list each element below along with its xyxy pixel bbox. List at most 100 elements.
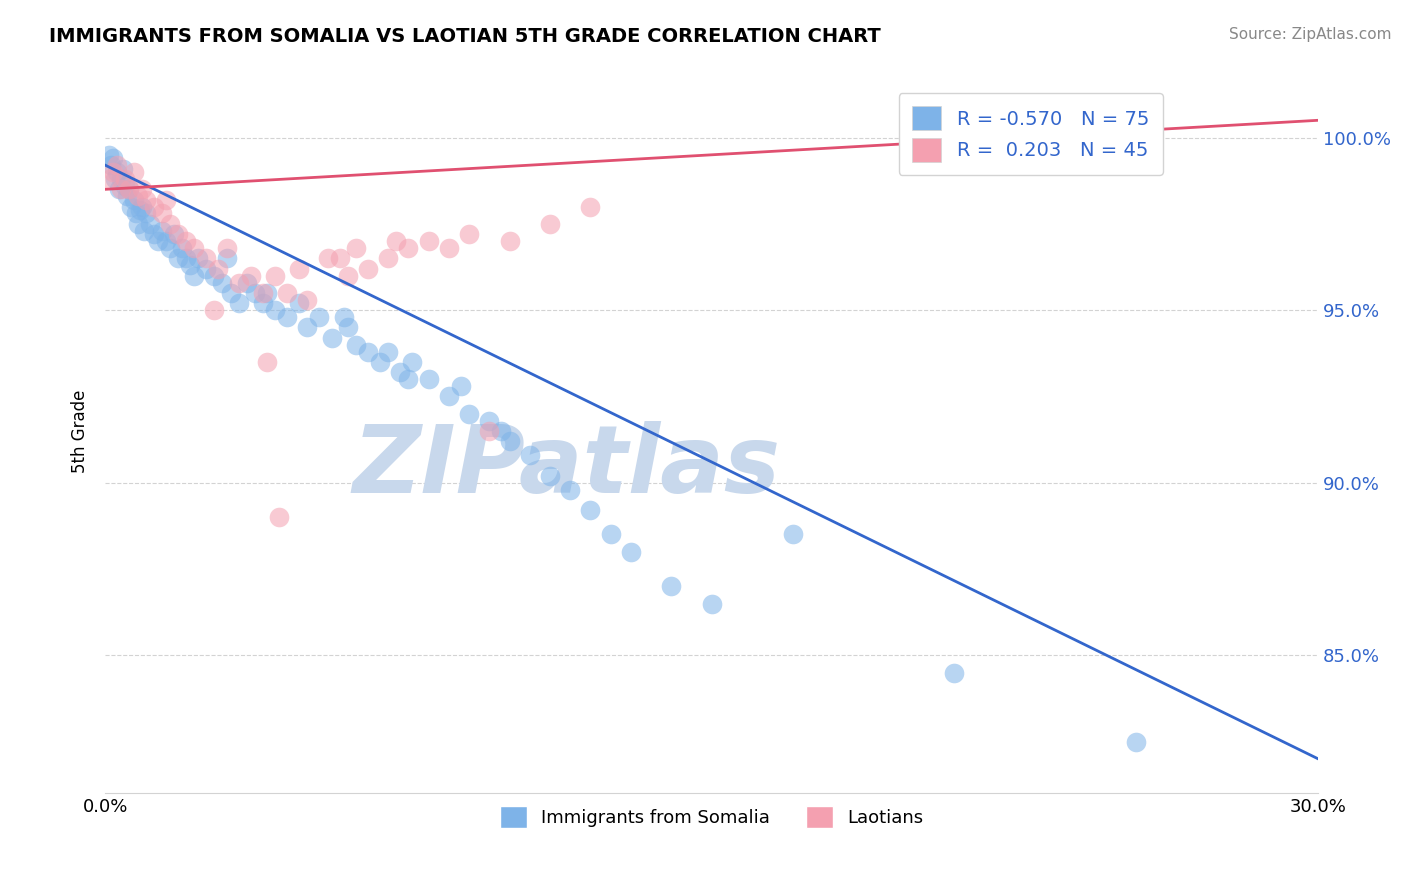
Point (98, 172, 121, 186)
Point (228, 276, 250, 290)
Point (118, 182, 141, 196)
Point (458, 227, 481, 242)
Point (538, 468, 561, 483)
Point (117, 189, 139, 203)
Point (127, 217, 149, 231)
Point (264, 303, 287, 318)
Point (159, 241, 181, 255)
Point (155, 193, 177, 207)
Text: Source: ZipAtlas.com: Source: ZipAtlas.com (1229, 27, 1392, 42)
Point (321, 331, 343, 345)
Point (108, 182, 131, 196)
Point (114, 172, 136, 186)
Point (170, 241, 193, 255)
Point (131, 182, 153, 196)
Point (135, 206, 157, 220)
Point (478, 414, 501, 428)
Point (377, 344, 399, 359)
Point (288, 261, 311, 276)
Text: ZIPatlas: ZIPatlas (352, 421, 780, 513)
Point (943, 665, 966, 680)
Point (202, 268, 225, 283)
Point (458, 407, 481, 421)
Point (252, 285, 274, 300)
Point (437, 389, 460, 403)
Point (167, 227, 190, 242)
Point (167, 252, 190, 266)
Point (228, 296, 250, 310)
Point (782, 527, 804, 541)
Point (267, 510, 290, 524)
Point (159, 217, 181, 231)
Point (252, 296, 274, 310)
Point (437, 241, 460, 255)
Point (329, 252, 352, 266)
Point (211, 276, 233, 290)
Point (195, 261, 218, 276)
Point (202, 303, 225, 318)
Point (121, 200, 143, 214)
Point (344, 337, 367, 351)
Point (195, 252, 218, 266)
Point (377, 252, 399, 266)
Point (264, 268, 287, 283)
Point (122, 165, 145, 179)
Point (118, 182, 141, 196)
Point (110, 182, 132, 196)
Point (336, 268, 359, 283)
Point (183, 268, 205, 283)
Point (398, 372, 420, 386)
Point (401, 355, 423, 369)
Point (183, 241, 205, 255)
Point (357, 261, 380, 276)
Point (538, 217, 561, 231)
Point (256, 355, 278, 369)
Point (105, 158, 128, 172)
Point (142, 200, 165, 214)
Point (579, 503, 602, 517)
Point (336, 320, 359, 334)
Point (1125, 734, 1147, 748)
Point (389, 365, 412, 379)
Point (256, 285, 278, 300)
Point (128, 202, 150, 217)
Point (599, 527, 621, 541)
Point (385, 234, 408, 248)
Point (122, 193, 145, 207)
Point (100, 158, 122, 172)
Point (174, 234, 197, 248)
Point (135, 193, 157, 207)
Point (187, 252, 209, 266)
Y-axis label: 5th Grade: 5th Grade (72, 389, 89, 473)
Point (344, 241, 367, 255)
Point (418, 372, 440, 386)
Point (103, 165, 125, 179)
Point (368, 355, 391, 369)
Point (104, 172, 127, 186)
Point (418, 234, 440, 248)
Point (142, 227, 165, 242)
Point (276, 310, 298, 324)
Point (132, 224, 155, 238)
Point (150, 206, 173, 220)
Point (163, 227, 186, 242)
Point (243, 285, 266, 300)
Point (146, 234, 169, 248)
Point (519, 448, 541, 462)
Point (560, 483, 582, 497)
Point (316, 252, 339, 266)
Point (179, 258, 201, 272)
Point (276, 285, 298, 300)
Point (478, 424, 501, 438)
Point (127, 189, 149, 203)
Point (105, 165, 128, 179)
Legend: Immigrants from Somalia, Laotians: Immigrants from Somalia, Laotians (492, 798, 931, 835)
Point (700, 597, 723, 611)
Point (235, 276, 257, 290)
Point (450, 379, 472, 393)
Point (207, 261, 229, 276)
Point (297, 293, 319, 307)
Point (498, 234, 520, 248)
Point (131, 200, 153, 214)
Point (398, 241, 420, 255)
